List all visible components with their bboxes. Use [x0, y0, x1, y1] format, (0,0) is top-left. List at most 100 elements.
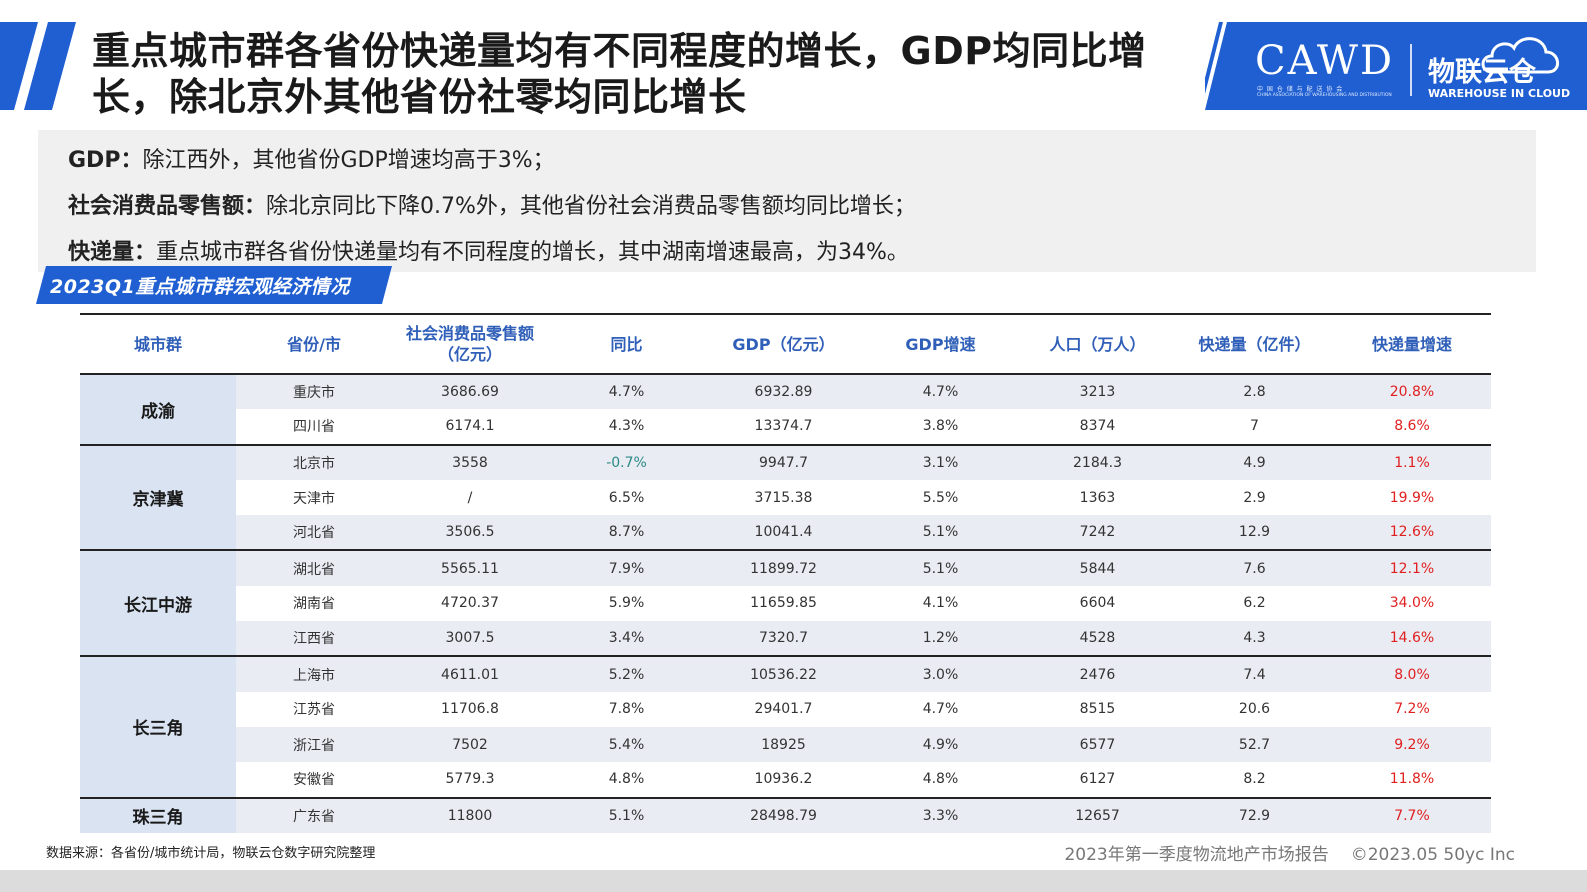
population-cell: 5844: [1019, 550, 1176, 586]
yoy-cell: 4.8%: [608, 771, 645, 788]
express-growth-cell: 34.0%: [1389, 595, 1435, 612]
table-row: 天津市 / 6.5% 3715.38 5.5% 1363 2.9 19.9%: [80, 480, 1491, 515]
header-population: 人口（万人）: [1049, 334, 1146, 354]
header-gdp: GDP（亿元）: [732, 334, 835, 354]
province-cell: 湖南省: [293, 596, 335, 613]
gdp-cell: 29401.7: [754, 701, 813, 718]
retail-cell: 3558: [392, 444, 548, 480]
express-growth-cell: 14.6%: [1333, 621, 1491, 657]
express-growth-cell: 8.6%: [1394, 418, 1430, 435]
yoy-cell: 3.4%: [548, 621, 705, 657]
express-cell: 7.4: [1176, 656, 1333, 692]
express-cell: 7.6: [1176, 550, 1333, 586]
retail-cell: /: [467, 489, 473, 506]
population-cell: 2184.3: [1019, 444, 1176, 480]
data-source-note: 数据来源：各省份/城市统计局，物联云仓数字研究院整理: [46, 846, 376, 861]
gdp-cell: 7320.7: [705, 621, 862, 657]
summary-box: GDP：除江西外，其他省份GDP增速均高于3%； 社会消费品零售额：除北京同比下…: [38, 130, 1536, 272]
header-express: 快递量（亿件）: [1198, 334, 1311, 354]
cluster-name-cell: 珠三角: [80, 797, 236, 833]
cluster-name-cell: 长三角: [80, 656, 236, 798]
cluster-group: 京津冀 北京市 3558 -0.7% 9947.7 3.1% 2184.3 4.9 1.1% 天津…: [80, 444, 1491, 551]
retail-cell: 5779.3: [445, 771, 495, 788]
table-row: 江西省 3007.5 3.4% 7320.7 1.2% 4528 4.3 14.6%: [80, 621, 1491, 657]
table-row: 珠三角 广东省 11800 5.1% 28498.79 3.3% 12657 72.9 7.7%: [80, 797, 1491, 833]
province-cell: 广东省: [236, 797, 392, 833]
express-growth-cell: 7.2%: [1394, 701, 1430, 718]
gdp-growth-cell: 4.9%: [862, 726, 1019, 763]
express-growth-cell: 12.1%: [1333, 550, 1491, 586]
cluster-name-cell: 长江中游: [80, 550, 236, 657]
gdp-growth-cell: 3.8%: [922, 418, 959, 435]
population-cell: 8374: [1079, 418, 1116, 435]
cluster-name-cell: 京津冀: [80, 444, 236, 551]
province-cell: 北京市: [236, 444, 392, 480]
table-row: 成渝 重庆市 3686.69 4.7% 6932.89 4.7% 3213 2.8 20.8%: [80, 374, 1491, 445]
express-cell: 52.7: [1176, 726, 1333, 763]
cloud-icon: [1481, 37, 1559, 74]
gdp-growth-cell: 1.2%: [862, 621, 1019, 657]
retail-cell: 11706.8: [441, 701, 499, 718]
yoy-cell: 5.2%: [548, 656, 705, 692]
yoy-cell: 5.1%: [548, 797, 705, 833]
yoy-cell: 5.9%: [608, 595, 645, 612]
express-cell: 2.8: [1176, 374, 1333, 410]
province-cell: 重庆市: [236, 374, 392, 410]
population-cell: 3213: [1019, 374, 1176, 410]
gdp-cell: 10936.2: [754, 771, 813, 788]
express-cell: 6.2: [1243, 595, 1266, 612]
express-cell: 72.9: [1176, 797, 1333, 833]
retail-cell: 7502: [392, 726, 548, 763]
gdp-growth-cell: 3.3%: [862, 797, 1019, 833]
gdp-growth-cell: 4.7%: [922, 701, 959, 718]
gdp-cell: 3715.38: [754, 489, 813, 506]
section-title: 2023Q1重点城市群宏观经济情况: [50, 276, 350, 298]
gdp-cell: 11659.85: [750, 595, 817, 612]
header-retail: 社会消费品零售额 （亿元）: [392, 314, 548, 374]
table-row: 河北省 3506.5 8.7% 10041.4 5.1% 7242 12.9 12.6%: [80, 515, 1491, 551]
population-cell: 12657: [1019, 797, 1176, 833]
retail-cell: 3686.69: [392, 374, 548, 410]
gdp-cell: 10536.22: [705, 656, 862, 692]
gdp-cell: 10041.4: [705, 515, 862, 551]
table-row: 长江中游 湖北省 5565.11 7.9% 11899.72 5.1% 5844 7.6 12.…: [80, 550, 1491, 657]
section-tag: [36, 266, 392, 304]
express-growth-cell: 7.7%: [1333, 797, 1491, 833]
gdp-growth-cell: 3.1%: [862, 444, 1019, 480]
gdp-growth-cell: 4.7%: [862, 374, 1019, 410]
table-row: 四川省 6174.1 4.3% 13374.7 3.8% 8374 7 8.6%: [80, 409, 1491, 444]
summary-retail: 社会消费品零售额：除北京同比下降0.7%外，其他省份社会消费品零售额均同比增长；: [68, 188, 916, 220]
express-cell: 20.6: [1238, 701, 1271, 718]
logo-banner: [1205, 22, 1587, 110]
footer-report-name: 2023年第一季度物流地产市场报告: [1064, 845, 1329, 865]
summary-retail-text: 除北京同比下降0.7%外，其他省份社会消费品零售额均同比增长；: [266, 194, 916, 219]
summary-express: 快递量：重点城市群各省份快递量均有不同程度的增长，其中湖南增速最高，为34%。: [68, 234, 909, 266]
express-cell: 8.2: [1243, 771, 1266, 788]
express-growth-cell: 12.6%: [1333, 515, 1491, 551]
express-cell: 2.9: [1243, 489, 1266, 506]
header-yoy: 同比: [610, 334, 643, 354]
population-cell: 6127: [1079, 771, 1116, 788]
express-growth-cell: 1.1%: [1333, 444, 1491, 480]
province-cell: 浙江省: [236, 726, 392, 763]
wlyc-logo: 物联云仓: [1428, 57, 1536, 88]
population-cell: 8515: [1079, 701, 1116, 718]
province-cell: 上海市: [236, 656, 392, 692]
province-cell: 江西省: [236, 621, 392, 657]
yoy-cell: -0.7%: [548, 444, 705, 480]
cawd-logo-en: CHINA ASSOCIATION OF WAREHOUSING AND DIS…: [1257, 93, 1392, 98]
cluster-group: 长江中游 湖北省 5565.11 7.9% 11899.72 5.1% 5844 7.6 12.…: [80, 550, 1491, 657]
express-growth-cell: 8.0%: [1333, 656, 1491, 692]
retail-cell: 6174.1: [445, 418, 495, 435]
summary-express-text: 重点城市群各省份快递量均有不同程度的增长，其中湖南增速最高，为34%。: [156, 240, 909, 265]
population-cell: 7242: [1019, 515, 1176, 551]
province-cell: 安徽省: [293, 772, 335, 789]
gdp-growth-cell: 5.5%: [922, 489, 959, 506]
retail-cell: 4720.37: [441, 595, 499, 612]
yoy-cell: 4.3%: [608, 418, 645, 435]
gdp-cell: 28498.79: [705, 797, 862, 833]
footer: 2023年第一季度物流地产市场报告 ©2023.05 50yc Inc: [1064, 840, 1515, 865]
summary-retail-label: 社会消费品零售额：: [68, 194, 267, 219]
population-cell: 6604: [1079, 595, 1116, 612]
express-cell: 4.3: [1176, 621, 1333, 657]
